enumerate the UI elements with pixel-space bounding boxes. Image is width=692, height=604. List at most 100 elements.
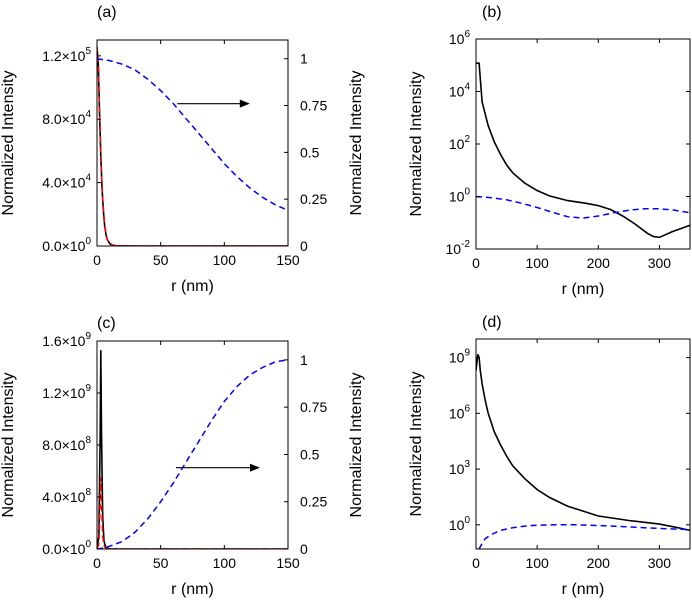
y2-tick-label: 0.5 (300, 144, 320, 160)
x-tick-label: 100 (525, 555, 549, 571)
y2-tick-label: 0.25 (300, 191, 327, 207)
y-tick-exponent: 4 (85, 173, 91, 184)
x-tick-label: 0 (93, 555, 101, 571)
series-line-2 (97, 46, 288, 246)
series-line-2 (478, 524, 690, 549)
y2-axis-label: Normalized Intensity (348, 373, 365, 518)
y-tick-mantissa: 8.0×10 (42, 437, 85, 453)
y-tick-label: 102 (449, 134, 471, 152)
y-tick-mantissa: 10 (449, 517, 465, 533)
y2-tick-label: 0 (300, 238, 308, 254)
series-line-1 (476, 62, 690, 239)
x-tick-label: 100 (213, 252, 237, 268)
series-line-1 (97, 47, 288, 246)
y2-tick-label: 1 (300, 352, 308, 368)
y-tick-label: 10-2 (446, 239, 471, 257)
y-tick-mantissa: 10 (449, 189, 465, 205)
series-line-3 (97, 57, 288, 212)
y-axis-label: Normalized Intensity (408, 372, 425, 517)
y-tick-label: 104 (449, 82, 471, 100)
plot-frame (475, 38, 691, 250)
panel-label: (b) (482, 4, 502, 21)
x-tick-label: 300 (648, 555, 672, 571)
y-tick-mantissa: 10 (449, 461, 465, 477)
x-axis-label: r (nm) (171, 581, 214, 598)
y-tick-exponent: 3 (464, 459, 470, 470)
x-tick-label: 50 (153, 252, 169, 268)
panel-a: 0 50 100 1500.0×1004.0×1048.0×1041.2×10500.… (0, 4, 365, 295)
x-tick-label: 50 (153, 555, 169, 571)
plot-frame (96, 340, 289, 550)
y2-tick-label: 0.25 (300, 494, 327, 510)
y-tick-label: 1.6×109 (42, 331, 91, 349)
x-axis-label: r (nm) (562, 281, 605, 298)
y-tick-exponent: 0 (464, 515, 470, 526)
x-tick-label: 0 (93, 252, 101, 268)
series-line-1 (97, 350, 288, 549)
y-tick-label: 103 (449, 459, 471, 477)
x-tick-label: 300 (648, 255, 672, 271)
y-tick-exponent: 0 (85, 236, 91, 247)
y-tick-mantissa: 10 (449, 84, 465, 100)
y-tick-mantissa: 10 (449, 405, 465, 421)
x-tick-label: 0 (472, 255, 480, 271)
y-tick-label: 100 (449, 187, 471, 205)
series-line-1 (476, 354, 690, 532)
y-tick-exponent: 6 (464, 403, 470, 414)
y-tick-exponent: 4 (85, 109, 91, 120)
y-tick-label: 0.0×100 (42, 539, 91, 557)
y-tick-exponent: 9 (85, 331, 91, 342)
y-tick-mantissa: 10 (449, 350, 465, 366)
x-tick-label: 100 (213, 555, 237, 571)
y2-tick-label: 0 (300, 541, 308, 557)
y-tick-label: 4.0×104 (42, 173, 91, 191)
y-tick-mantissa: 1.6×10 (42, 333, 85, 349)
panel-label: (d) (482, 314, 502, 331)
y-tick-exponent: 2 (464, 134, 470, 145)
y-tick-label: 0.0×100 (42, 236, 91, 254)
y-tick-mantissa: 10 (446, 241, 462, 257)
x-axis-label: r (nm) (171, 278, 214, 295)
x-tick-label: 150 (276, 555, 300, 571)
y-tick-mantissa: 8.0×10 (42, 111, 85, 127)
panel-c: 0 50 100 1500.0×1004.0×1088.0×1081.2×1091.6… (0, 315, 365, 598)
y-tick-exponent: 4 (464, 82, 470, 93)
x-axis-label: r (nm) (562, 581, 605, 598)
y-tick-label: 109 (449, 348, 471, 366)
y-tick-label: 106 (449, 29, 471, 47)
series-line-3 (97, 359, 288, 549)
y2-tick-label: 0.75 (300, 98, 327, 114)
arrow-head (249, 463, 260, 472)
plot-frame (96, 39, 289, 247)
arrow-head (239, 99, 250, 108)
x-tick-label: 100 (525, 255, 549, 271)
y-tick-exponent: 8 (85, 435, 91, 446)
y-tick-label: 100 (449, 515, 471, 533)
series-group (97, 46, 288, 246)
y-tick-label: 8.0×104 (42, 109, 91, 127)
y-axis-label: Normalized Intensity (0, 373, 17, 518)
panel-label: (c) (97, 315, 116, 332)
y-tick-exponent: 9 (464, 348, 470, 359)
y-tick-mantissa: 10 (449, 31, 465, 47)
y2-tick-label: 0.5 (300, 446, 320, 462)
y-tick-mantissa: 4.0×10 (42, 489, 85, 505)
y-axis-label: Normalized Intensity (408, 72, 425, 217)
y-tick-label: 1.2×109 (42, 383, 91, 401)
y-tick-mantissa: 0.0×10 (42, 541, 85, 557)
y-tick-exponent: 5 (85, 46, 91, 57)
panel-label: (a) (97, 4, 117, 21)
series-group (476, 354, 690, 549)
series-line-2 (476, 195, 690, 219)
y2-axis-label: Normalized Intensity (348, 71, 365, 216)
y-tick-exponent: 6 (464, 29, 470, 40)
x-tick-label: 150 (276, 252, 300, 268)
y-tick-exponent: 8 (85, 487, 91, 498)
y-axis-label: Normalized Intensity (0, 71, 17, 216)
y-tick-mantissa: 4.0×10 (42, 175, 85, 191)
x-tick-label: 0 (472, 555, 480, 571)
y-tick-mantissa: 1.2×10 (42, 48, 85, 64)
